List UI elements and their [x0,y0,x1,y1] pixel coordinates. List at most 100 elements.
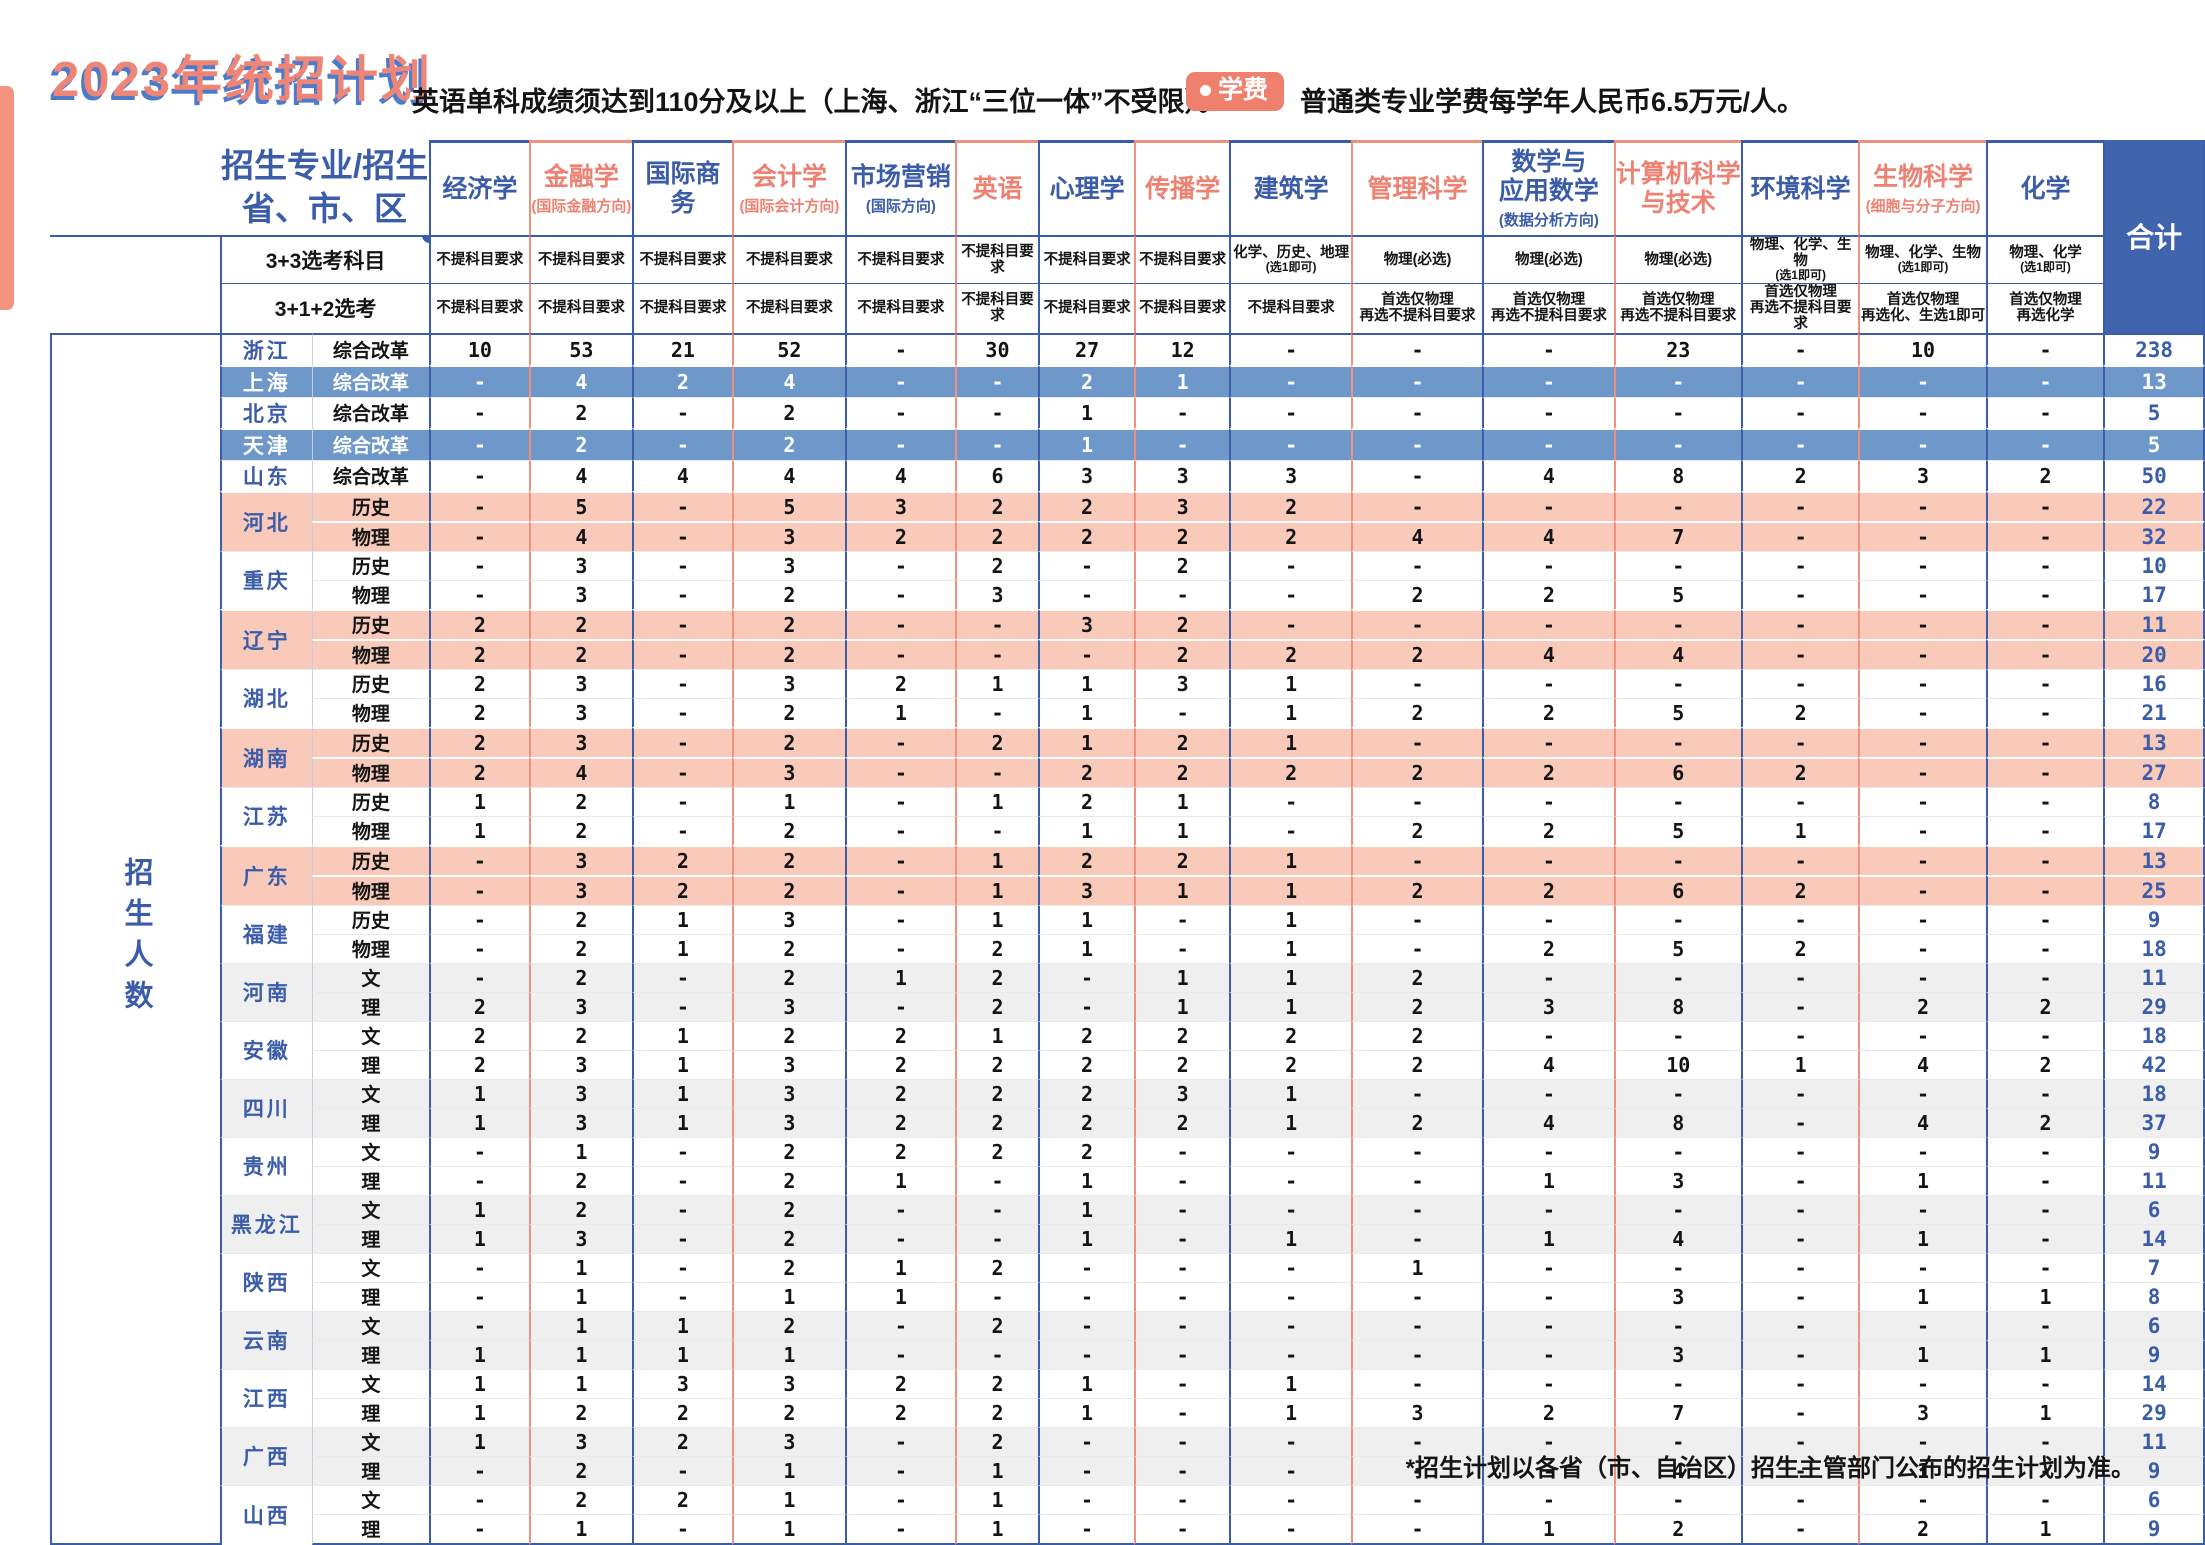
value-cell: 2 [731,874,846,905]
value-cell: 4 [731,459,846,491]
value-cell: - [954,638,1039,669]
value-cell: 27 [1038,332,1134,365]
value-cell: 1 [1229,962,1351,992]
value-cell: - [1482,1368,1614,1398]
value-cell: 3 [1858,1397,1986,1427]
value-cell: - [1482,844,1614,875]
value-cell: - [1133,1426,1230,1456]
value-cell: - [1613,668,1741,698]
value-cell: - [1985,1455,2104,1485]
category-cell: 理 [311,1165,430,1195]
side-label-bracket: 招生人数 [50,332,220,1545]
total-cell: 21 [2103,697,2205,727]
value-cell: 3 [731,904,846,934]
value-cell: - [1858,844,1986,875]
value-cell: - [1613,1368,1741,1398]
value-cell: - [429,1136,529,1166]
value-cell: - [1740,332,1859,365]
value-cell: 2 [1133,844,1230,875]
value-cell: - [954,608,1039,639]
value-cell: 2 [731,638,846,669]
total-cell: 238 [2103,332,2205,365]
value-cell: - [1229,1252,1351,1282]
value-cell: 2 [1858,991,1986,1021]
value-cell: - [1229,364,1351,397]
value-cell: 1 [954,668,1039,698]
value-cell: - [1482,1136,1614,1166]
table-row: 理 1 3 1 3 2 2 2 2 1 2 4 8-4 2 37 [50,1107,2205,1137]
value-cell: - [429,962,529,992]
value-cell: - [1985,520,2104,551]
value-cell: 2 [1985,1049,2104,1079]
value-cell: - [1350,1281,1483,1311]
value-cell: - [1482,608,1614,639]
fee-badge-label: 学费 [1218,76,1269,104]
table-row: 福建 历史 -2 1 3-1 1-1- - - - - -9 [50,904,2205,963]
value-cell: 2 [731,1194,846,1224]
value-cell: - [1038,991,1134,1021]
table-row: 物理 -3 2 2-1 3 1 1 2 2 6 2- -25 [50,874,2205,905]
value-cell: - [1229,608,1351,639]
value-cell: - [1133,1194,1230,1224]
value-cell: 4 [1858,1107,1986,1137]
total-cell: 6 [2103,1194,2205,1224]
value-cell: - [1985,1136,2104,1166]
value-cell: 2 [429,726,529,757]
value-cell: 3 [528,726,633,757]
value-cell: 1 [528,1339,633,1369]
category-cell: 理 [311,1281,430,1311]
value-cell: - [845,904,955,934]
value-cell: - [1740,962,1859,992]
value-cell: - [632,991,732,1021]
value-cell: - [845,550,955,580]
value-cell: - [1858,1078,1986,1108]
value-cell: - [1858,726,1986,757]
value-cell: 3 [731,1049,846,1079]
value-cell: 2 [954,490,1039,521]
value-cell: - [1740,1455,1859,1485]
value-cell: - [1482,1455,1614,1485]
value-cell: 10 [1858,332,1986,365]
value-cell: 2 [954,1310,1039,1340]
value-cell: 2 [731,844,846,875]
table-row: 理 1 2 2 2 2 2 1-1 3 2 7-3 1 29 [50,1397,2205,1427]
value-cell: 3 [528,1223,633,1253]
value-cell: - [1038,1513,1134,1545]
value-cell: - [1350,1426,1483,1456]
value-cell: - [1133,1513,1230,1545]
value-cell: - [1350,364,1483,397]
value-cell: 2 [731,962,846,992]
req-cell: 首选仅物理 再选不提科目要求 [1350,282,1483,333]
value-cell: - [1740,726,1859,757]
value-cell: - [1350,427,1483,460]
value-cell: - [429,933,529,963]
value-cell: - [632,668,732,698]
value-cell: 3 [1613,1165,1741,1195]
value-cell: - [1985,904,2104,934]
value-cell: - [845,815,955,845]
value-cell: 3 [528,550,633,580]
value-cell: - [1133,1397,1230,1427]
total-cell: 9 [2103,1513,2205,1545]
value-cell: - [1350,459,1483,491]
value-cell: - [1133,1252,1230,1282]
value-cell: - [1482,1078,1614,1108]
value-cell: - [1482,904,1614,934]
value-cell: - [1038,1339,1134,1369]
value-cell: - [1740,550,1859,580]
value-cell: 5 [1613,815,1741,845]
value-cell: - [1482,962,1614,992]
value-cell: 7 [1613,520,1741,551]
value-cell: - [1350,1484,1483,1514]
value-cell: 1 [429,1223,529,1253]
table-row: 物理 2 4-3- -2 2 2 2 2 6 2- -27 [50,756,2205,787]
value-cell: - [1133,1339,1230,1369]
value-cell: 2 [954,1078,1039,1108]
category-cell: 理 [311,1107,430,1137]
value-cell: 2 [1482,933,1614,963]
req-cell: 不提科目要求 [1133,235,1230,283]
value-cell: - [1038,1455,1134,1485]
value-cell: - [429,1165,529,1195]
value-cell: - [1985,933,2104,963]
